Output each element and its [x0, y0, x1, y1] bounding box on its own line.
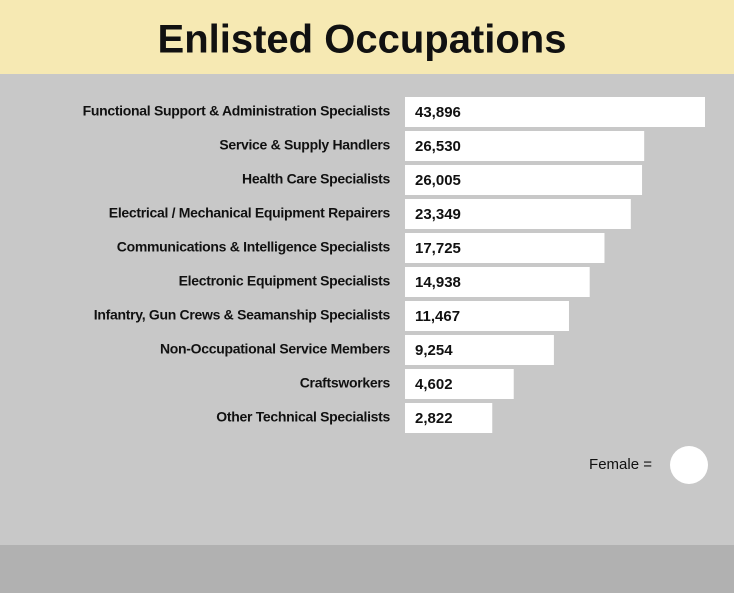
value-label: 14,938 — [415, 274, 461, 291]
title-band — [0, 0, 734, 74]
value-label: 26,530 — [415, 138, 461, 155]
legend-symbol — [670, 446, 708, 484]
category-label: Health Care Specialists — [242, 171, 390, 187]
bar — [405, 301, 569, 331]
footer-band — [0, 545, 734, 593]
bar — [405, 199, 631, 229]
value-label: 43,896 — [415, 104, 461, 121]
legend-label: Female = — [589, 456, 652, 473]
bar — [405, 233, 605, 263]
bar — [405, 131, 645, 161]
bar — [405, 165, 643, 195]
category-label: Communications & Intelligence Specialist… — [117, 239, 391, 255]
value-label: 11,467 — [415, 308, 460, 325]
bar — [405, 97, 705, 127]
value-label: 17,725 — [415, 240, 461, 257]
value-label: 4,602 — [415, 376, 453, 393]
category-label: Functional Support & Administration Spec… — [83, 103, 391, 119]
category-label: Service & Supply Handlers — [219, 137, 390, 153]
category-label: Non-Occupational Service Members — [160, 341, 391, 357]
category-label: Infantry, Gun Crews & Seamanship Special… — [94, 307, 391, 323]
category-label: Craftsworkers — [300, 375, 391, 391]
bar — [405, 369, 514, 399]
value-label: 26,005 — [415, 172, 461, 189]
value-label: 9,254 — [415, 342, 453, 359]
category-label: Other Technical Specialists — [216, 409, 390, 425]
value-label: 23,349 — [415, 206, 461, 223]
bar — [405, 335, 554, 365]
value-label: 2,822 — [415, 410, 453, 427]
bar — [405, 403, 493, 433]
bar — [405, 267, 590, 297]
category-label: Electronic Equipment Specialists — [179, 273, 391, 289]
chart-title: Enlisted Occupations — [158, 18, 567, 62]
category-label: Electrical / Mechanical Equipment Repair… — [109, 205, 391, 221]
